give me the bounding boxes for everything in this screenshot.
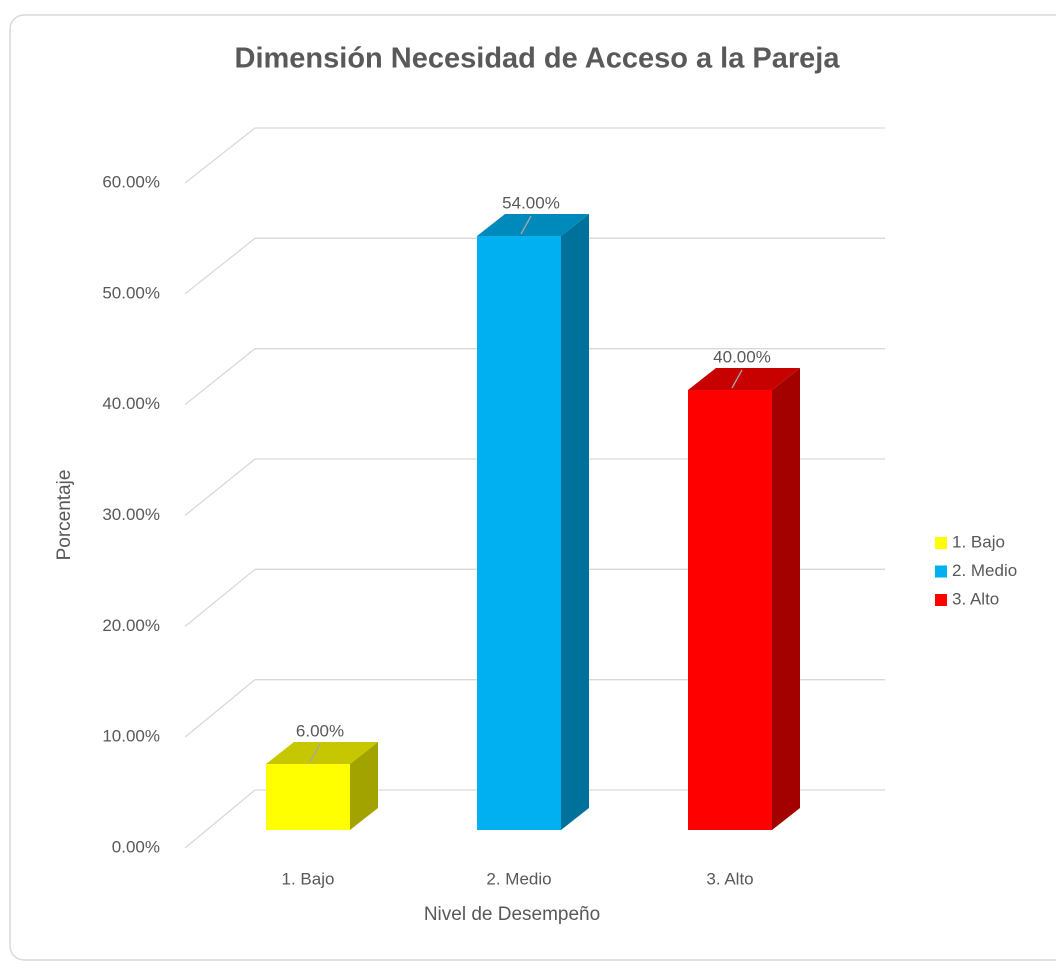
legend-swatch (935, 594, 947, 606)
x-tick-label: 2. Medio (486, 869, 551, 888)
x-tick-label: 1. Bajo (282, 869, 335, 888)
y-tick-label: 40.00% (102, 394, 160, 413)
y-tick-label: 60.00% (102, 172, 160, 191)
chart-title: Dimensión Necesidad de Acceso a la Parej… (235, 43, 841, 75)
bar (266, 764, 350, 830)
y-tick-label: 30.00% (102, 505, 160, 524)
grid-line (184, 679, 256, 738)
legend-swatch (935, 565, 947, 578)
y-axis-title: Porcentaje (54, 470, 75, 561)
grid-line (184, 237, 256, 295)
x-tick-label: 3. Alto (706, 869, 753, 888)
leader-line (520, 215, 532, 235)
data-label: 40.00% (713, 347, 771, 366)
grid-line (184, 789, 256, 849)
x-axis-title: Nivel de Desempeño (424, 904, 600, 925)
grid-line (184, 348, 256, 406)
grid-line (184, 127, 256, 184)
bar-top (688, 368, 800, 390)
y-tick-label: 50.00% (102, 283, 160, 302)
y-tick-label: 0.00% (112, 837, 160, 856)
bar (688, 390, 772, 830)
legend-swatch (935, 537, 947, 549)
bar-top (266, 742, 378, 764)
data-label: 54.00% (502, 193, 560, 212)
bar-side (350, 742, 378, 830)
data-label: 6.00% (296, 721, 344, 740)
leader-line (309, 743, 321, 763)
legend-label: 2. Medio (952, 561, 1017, 580)
y-tick-label: 20.00% (102, 616, 160, 635)
legend-label: 1. Bajo (952, 532, 1005, 551)
bar-side (561, 214, 589, 830)
grid-line (184, 568, 256, 627)
bar-side (772, 368, 800, 830)
bar-top (477, 214, 589, 236)
grid-line (184, 458, 256, 517)
bar (477, 236, 561, 830)
leader-line (731, 369, 743, 389)
y-tick-label: 10.00% (102, 727, 160, 746)
legend-label: 3. Alto (952, 589, 999, 608)
